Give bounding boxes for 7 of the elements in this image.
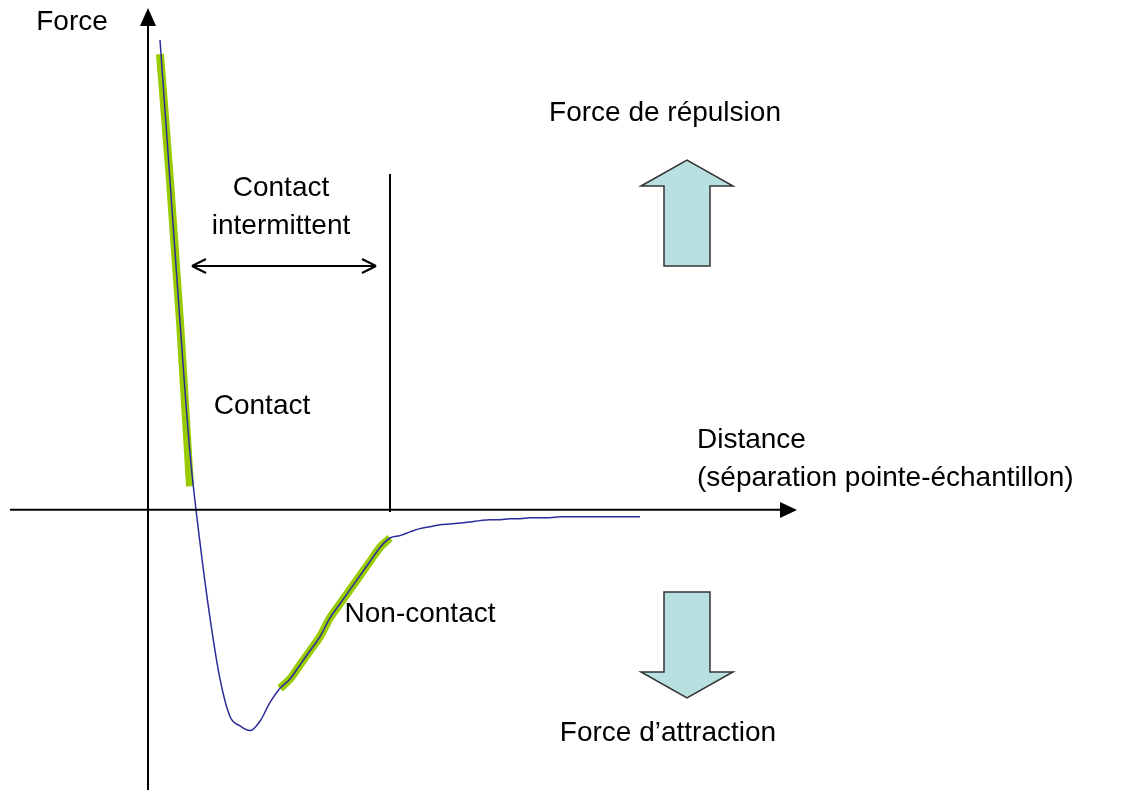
annotation: Contact intermittent (211, 170, 351, 240)
x-axis-title: Distance (séparation pointe-échantillon) (697, 422, 1074, 492)
y-axis-title: Force (36, 4, 108, 36)
annotation: Contact (213, 388, 311, 420)
annotation: Non-contact (344, 596, 496, 628)
annotation: Force d’attraction (559, 715, 777, 747)
annotation: Force de répulsion (549, 95, 781, 127)
